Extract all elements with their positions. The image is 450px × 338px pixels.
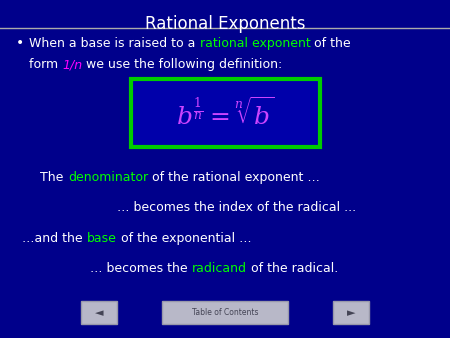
Text: … becomes the: … becomes the xyxy=(90,262,192,275)
Text: … becomes the index of the radical ...: … becomes the index of the radical ... xyxy=(117,201,356,214)
Text: radicand: radicand xyxy=(192,262,247,275)
Text: of the rational exponent …: of the rational exponent … xyxy=(148,171,320,184)
Text: of the: of the xyxy=(310,37,351,50)
Text: denominator: denominator xyxy=(68,171,148,184)
Text: ►: ► xyxy=(347,308,355,318)
Text: When a base is raised to a: When a base is raised to a xyxy=(29,37,200,50)
Text: of the radical.: of the radical. xyxy=(247,262,338,275)
Text: 1/n: 1/n xyxy=(63,58,82,71)
Text: rational exponent: rational exponent xyxy=(200,37,310,50)
Text: base: base xyxy=(87,232,117,245)
Text: of the exponential …: of the exponential … xyxy=(117,232,252,245)
FancyBboxPatch shape xyxy=(130,79,320,147)
Text: •: • xyxy=(16,36,24,50)
Text: Rational Exponents: Rational Exponents xyxy=(145,15,305,33)
FancyBboxPatch shape xyxy=(333,301,369,324)
FancyBboxPatch shape xyxy=(162,301,288,324)
Text: form: form xyxy=(29,58,63,71)
FancyBboxPatch shape xyxy=(81,301,117,324)
Text: The: The xyxy=(40,171,68,184)
Text: ◄: ◄ xyxy=(95,308,103,318)
Text: $b^{\frac{1}{n}}=\sqrt[n]{b}$: $b^{\frac{1}{n}}=\sqrt[n]{b}$ xyxy=(176,97,274,129)
Text: we use the following definition:: we use the following definition: xyxy=(82,58,283,71)
Text: Table of Contents: Table of Contents xyxy=(192,308,258,317)
Text: …and the: …and the xyxy=(22,232,87,245)
